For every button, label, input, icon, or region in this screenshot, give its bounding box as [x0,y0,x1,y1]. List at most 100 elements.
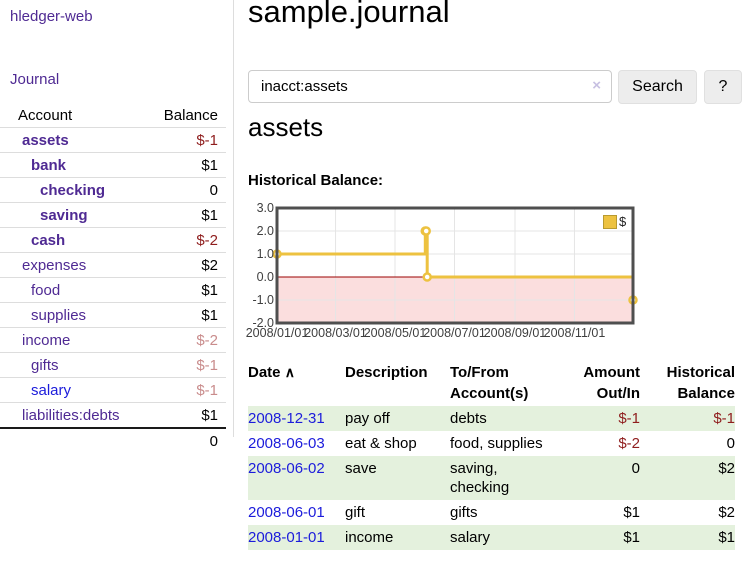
y-axis-tick-label: 0.0 [256,270,274,284]
account-row: checking 0 [0,177,226,203]
chart-plot-area [272,206,638,325]
transaction-description: gift [345,504,366,521]
search-bar: × Search ? [248,70,742,104]
transaction-balance: $2 [718,460,735,477]
sidebar-item-journal[interactable]: Journal [10,71,60,88]
account-total: 0 [148,427,226,453]
y-axis-tick-label: 2.0 [256,224,274,238]
account-link[interactable]: supplies [31,306,87,324]
account-row: salary $-1 [0,377,226,403]
transaction-accounts: gifts [450,504,478,521]
column-header-balance: Historical Balance [666,364,735,402]
account-balance: $2 [201,256,218,274]
register-table: Date ∧ Description To/From Account(s) Am… [248,360,735,550]
transaction-date-link[interactable]: 2008-06-01 [248,504,325,521]
account-balance: $-1 [196,131,218,149]
chart-label: Historical Balance: [248,172,384,189]
transaction-balance: $1 [718,529,735,546]
account-row: liabilities:debts $1 [0,402,226,429]
clear-search-icon[interactable]: × [592,77,601,94]
search-input[interactable] [248,70,612,103]
chart-legend: $ [603,214,626,229]
historical-balance-chart: $ 3.0 2.0 1.0 0.0 -1.0 -2.0 2008/01/01 2008/03/… [245,201,742,350]
x-axis-tick-label: 2008/05/01 [363,326,427,340]
transaction-balance: $2 [718,504,735,521]
account-balance: $-1 [196,356,218,374]
account-row: expenses $2 [0,252,226,278]
column-header-amount: Amount Out/In [583,364,640,402]
account-row: income $-2 [0,327,226,353]
transaction-balance: $-1 [713,410,735,427]
x-axis-tick-label: 2008/03/01 [304,326,367,340]
help-button[interactable]: ? [704,70,742,104]
transaction-accounts: debts [450,410,487,427]
transaction-amount: $-2 [618,435,640,452]
account-link[interactable]: checking [40,181,106,199]
transaction-amount: $-1 [618,410,640,427]
account-tree: Account Balance assets $-1 bank $1 check… [0,103,226,453]
account-link[interactable]: food [31,281,61,299]
page-title: sample.journal [248,0,450,29]
column-header-description: Description [345,364,428,381]
account-link[interactable]: cash [31,231,66,249]
transaction-accounts: food, supplies [450,435,543,452]
transaction-amount: 0 [631,460,640,477]
account-balance: $1 [201,406,218,424]
account-row: bank $1 [0,152,226,178]
transaction-date-link[interactable]: 2008-06-02 [248,460,325,477]
account-balance: $1 [201,206,218,224]
transaction-amount: $1 [623,529,640,546]
app-brand-link[interactable]: hledger-web [10,8,93,25]
y-axis-tick-label: 1.0 [256,247,274,261]
x-axis-tick-label: 2008/01/01 [245,326,309,340]
column-header-accounts: To/From Account(s) [450,364,529,402]
account-link[interactable]: bank [31,156,67,174]
account-row: food $1 [0,277,226,303]
transaction-date-link[interactable]: 2008-06-03 [248,435,325,452]
transaction-date-link[interactable]: 2008-12-31 [248,410,325,427]
register-header-row: Date ∧ Description To/From Account(s) Am… [248,360,735,406]
account-balance: $-1 [196,381,218,399]
y-axis-tick-label: -2.0 [252,316,274,330]
transaction-description: eat & shop [345,435,417,452]
account-page-title: assets [248,112,324,142]
register-row: 2008-06-03 eat & shop food, supplies $-2… [248,431,735,456]
account-link[interactable]: saving [40,206,88,224]
account-row: saving $1 [0,202,226,228]
account-link[interactable]: expenses [22,256,87,274]
x-axis-tick-label: 2008/09/01 [483,326,547,340]
legend-label: $ [619,214,627,229]
y-axis-tick-label: 3.0 [256,201,274,215]
account-total-row: 0 [0,427,226,453]
account-balance: $-2 [196,231,218,249]
account-row: gifts $-1 [0,352,226,378]
transaction-amount: $1 [623,504,640,521]
transaction-accounts: saving, checking [450,460,510,496]
y-axis-tick-label: -1.0 [252,293,274,307]
transaction-description: income [345,529,394,546]
register-row: 2008-06-02 save saving, checking 0 $2 [248,456,735,500]
sidebar: hledger-web Journal Account Balance asse… [0,0,234,453]
main-content: sample.journal × Search ? assets Histori… [245,0,742,582]
account-link[interactable]: liabilities:debts [22,406,120,424]
transaction-description: pay off [345,410,390,427]
account-balance: 0 [209,181,218,199]
transaction-balance: 0 [726,435,735,452]
account-row: cash $-2 [0,227,226,253]
register-row: 2008-01-01 income salary $1 $1 [248,525,735,550]
account-row: assets $-1 [0,127,226,153]
transaction-date-link[interactable]: 2008-01-01 [248,529,325,546]
account-tree-header: Account Balance [0,103,226,128]
account-link[interactable]: assets [22,131,69,149]
account-link[interactable]: income [22,331,71,349]
register-row: 2008-06-01 gift gifts $1 $2 [248,500,735,525]
transaction-accounts: salary [450,529,491,546]
account-balance: $1 [201,156,218,174]
column-header-date[interactable]: Date ∧ [248,364,295,381]
sort-asc-icon: ∧ [284,364,295,380]
search-button[interactable]: Search [618,70,697,104]
account-balance: $1 [201,306,218,324]
account-column-header: Account [18,106,73,124]
account-link[interactable]: salary [31,381,72,399]
account-link[interactable]: gifts [31,356,59,374]
